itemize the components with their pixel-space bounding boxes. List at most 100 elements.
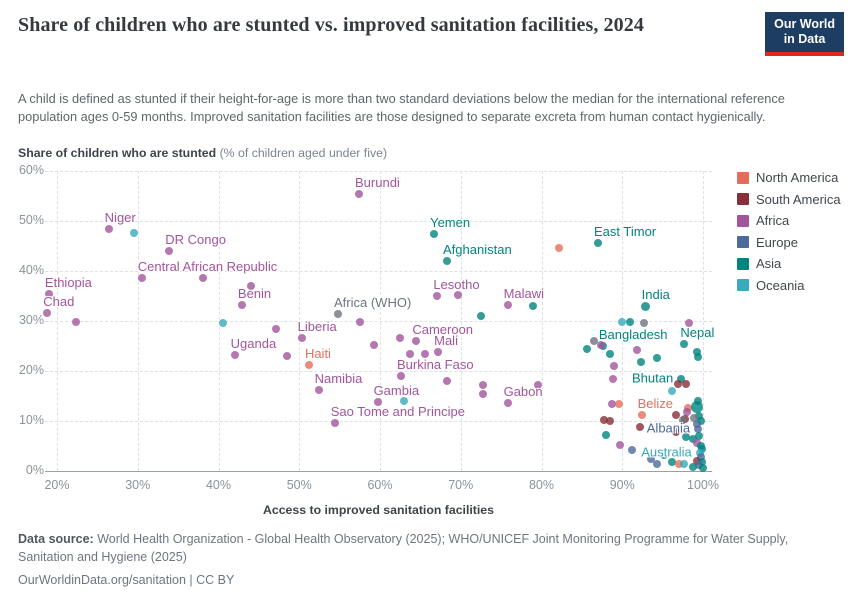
data-point[interactable] (555, 243, 564, 252)
data-point-gambia[interactable] (373, 398, 382, 406)
data-point[interactable] (615, 441, 624, 449)
legend-item-oceania[interactable]: Oceania (737, 278, 841, 293)
data-point-central-african-republic[interactable] (137, 274, 146, 282)
data-point[interactable] (672, 411, 681, 419)
data-point[interactable] (602, 431, 611, 439)
data-point-dr-congo[interactable] (165, 246, 174, 255)
country-label[interactable]: Cameroon (412, 322, 474, 337)
data-point[interactable] (618, 318, 627, 326)
data-point[interactable] (582, 344, 591, 353)
data-point-haiti[interactable] (304, 361, 313, 369)
country-label[interactable]: Mali (434, 332, 458, 348)
data-point[interactable] (627, 445, 636, 454)
data-point[interactable] (652, 353, 661, 362)
data-point[interactable] (696, 417, 705, 425)
country-label[interactable]: Liberia (297, 319, 337, 334)
data-point[interactable] (355, 318, 364, 326)
data-point[interactable] (652, 459, 661, 468)
data-point[interactable] (682, 379, 691, 388)
data-point[interactable] (668, 386, 677, 395)
country-label[interactable]: Malawi (503, 285, 545, 301)
country-label[interactable]: Burkina Faso (396, 356, 474, 372)
data-point-gabon[interactable] (503, 398, 512, 407)
data-point[interactable] (421, 349, 430, 358)
data-point[interactable] (689, 462, 698, 471)
country-label[interactable]: Yemen (430, 215, 471, 230)
data-point[interactable] (478, 380, 487, 389)
data-point[interactable] (476, 312, 485, 320)
country-label[interactable]: Belize (637, 395, 674, 411)
data-point[interactable] (693, 420, 702, 428)
data-point-mali[interactable] (434, 347, 443, 356)
data-point-malawi[interactable] (503, 300, 512, 309)
data-point[interactable] (672, 427, 681, 436)
data-point-east-timor[interactable] (594, 239, 603, 247)
data-point[interactable] (690, 413, 699, 422)
data-point[interactable] (682, 432, 691, 441)
data-point[interactable] (607, 399, 616, 408)
data-point-india[interactable] (641, 301, 651, 311)
country-label[interactable]: East Timor (594, 224, 657, 239)
data-point[interactable] (218, 318, 227, 327)
legend-item-north-america[interactable]: North America (737, 170, 841, 185)
data-point[interactable] (688, 434, 697, 443)
country-label[interactable]: Australia (641, 444, 692, 459)
data-point[interactable] (625, 318, 634, 326)
country-label[interactable]: Ethiopia (44, 275, 92, 290)
data-point[interactable] (405, 349, 414, 358)
data-point[interactable] (636, 357, 645, 366)
data-point[interactable] (283, 351, 292, 360)
data-point[interactable] (636, 422, 644, 431)
data-point-yemen[interactable] (430, 230, 439, 238)
data-point[interactable] (534, 381, 543, 389)
data-point[interactable] (400, 397, 409, 405)
data-point[interactable] (599, 415, 608, 424)
data-point[interactable] (694, 412, 703, 420)
country-label[interactable]: Gabon (503, 383, 543, 399)
data-point[interactable] (690, 400, 703, 413)
legend-item-asia[interactable]: Asia (737, 256, 841, 271)
data-point-australia[interactable] (695, 448, 704, 457)
footer-link[interactable]: OurWorldinData.org/sanitation | CC BY (18, 573, 235, 588)
country-label[interactable]: Albania (646, 420, 691, 435)
data-point[interactable] (660, 450, 669, 459)
data-point[interactable] (693, 438, 702, 447)
data-point-lesotho[interactable] (433, 291, 442, 300)
legend-item-europe[interactable]: Europe (737, 235, 841, 250)
data-point-africa-who-[interactable] (334, 309, 342, 318)
data-point-liberia[interactable] (297, 334, 306, 342)
data-point-cameroon[interactable] (412, 337, 421, 345)
data-point-sao-tome-and-principe[interactable] (330, 418, 339, 427)
legend-item-africa[interactable]: Africa (737, 213, 841, 228)
country-label[interactable]: Bhutan (631, 370, 674, 386)
data-point[interactable] (640, 318, 649, 327)
data-point[interactable] (453, 290, 462, 299)
data-point[interactable] (632, 346, 641, 354)
data-point-uganda[interactable] (230, 351, 239, 359)
data-point[interactable] (694, 461, 703, 469)
data-point[interactable] (679, 459, 688, 468)
owid-logo[interactable]: Our World in Data (765, 12, 844, 56)
data-point[interactable] (694, 352, 703, 361)
data-point[interactable] (246, 281, 255, 290)
country-label[interactable]: Burundi (355, 174, 400, 190)
data-point[interactable] (479, 389, 488, 398)
data-point-niger[interactable] (104, 225, 113, 233)
data-point[interactable] (606, 416, 615, 425)
country-label[interactable]: Namibia (314, 370, 363, 386)
data-point-namibia[interactable] (314, 385, 323, 394)
data-point[interactable] (693, 347, 702, 356)
country-label[interactable]: Africa (WHO) (334, 294, 412, 310)
data-point[interactable] (443, 377, 452, 385)
data-point[interactable] (685, 318, 694, 327)
data-point-afghanistan[interactable] (443, 257, 452, 265)
country-label[interactable]: Chad (43, 294, 75, 309)
data-point-belize[interactable] (637, 410, 646, 419)
data-point-bhutan[interactable] (677, 375, 686, 383)
country-label[interactable]: Benin (237, 286, 272, 301)
country-label[interactable]: Niger (104, 210, 136, 225)
country-label[interactable]: India (641, 287, 670, 302)
data-point[interactable] (396, 334, 405, 342)
data-point[interactable] (597, 340, 606, 349)
data-point-chad[interactable] (43, 309, 52, 317)
